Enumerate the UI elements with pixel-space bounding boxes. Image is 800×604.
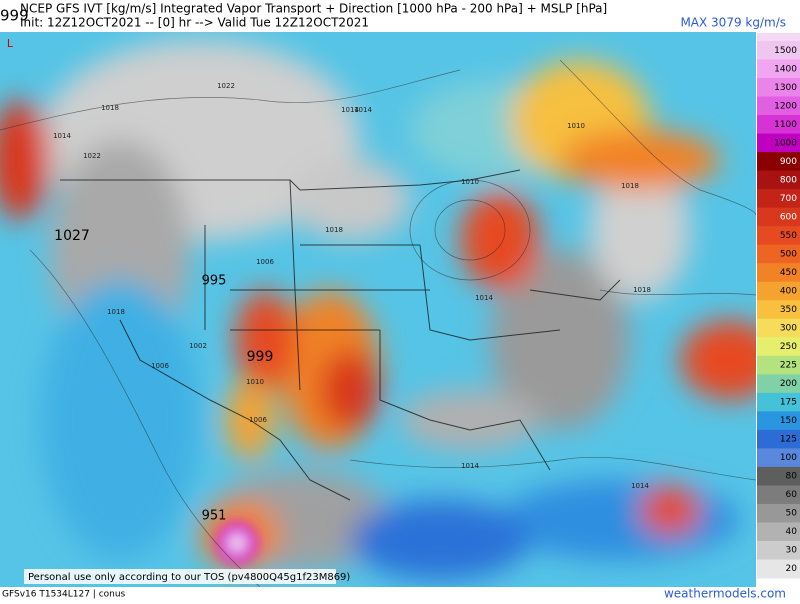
pressure-label: 1014 xyxy=(354,106,372,114)
pressure-label: 1018 xyxy=(101,104,119,112)
header-title: NCEP GFS IVT [kg/m/s] Integrated Vapor T… xyxy=(20,2,607,16)
colorbar-swatch xyxy=(757,466,800,486)
colorbar-label: 450 xyxy=(780,268,797,278)
colorbar-label: 550 xyxy=(780,231,797,241)
pressure-label: 1014 xyxy=(475,294,493,302)
colorbar-swatch xyxy=(757,133,800,153)
colorbar-swatch xyxy=(757,411,800,431)
colorbar-swatch xyxy=(757,152,800,172)
colorbar-swatch xyxy=(757,392,800,412)
colorbar-label: 900 xyxy=(780,157,797,167)
colorbar-swatch xyxy=(757,485,800,505)
colorbar-label: 600 xyxy=(780,212,797,222)
colorbar-label: 60 xyxy=(786,490,798,500)
colorbar-swatch xyxy=(757,374,800,394)
colorbar-label: 200 xyxy=(780,379,797,389)
pressure-label: 1014 xyxy=(341,106,359,114)
colorbar-swatch xyxy=(757,300,800,320)
pressure-label: 951 xyxy=(202,509,227,524)
colorbar-swatch xyxy=(757,281,800,301)
colorbar-label: 225 xyxy=(780,361,797,371)
colorbar-swatch xyxy=(757,244,800,264)
colorbar-label: 300 xyxy=(780,324,797,334)
colorbar-label: 700 xyxy=(780,194,797,204)
colorbar-label: 50 xyxy=(786,509,798,519)
tos-bg xyxy=(24,569,336,584)
pressure-label: 1018 xyxy=(107,308,125,316)
model-info: GFSv16 T1534L127 | conus xyxy=(2,590,126,600)
colorbar-label: 400 xyxy=(780,286,797,296)
map-field xyxy=(0,32,756,587)
colorbar-label: 1300 xyxy=(774,83,797,93)
colorbar-label: 500 xyxy=(780,249,797,259)
colorbar-swatch xyxy=(757,41,800,61)
pressure-label: 1010 xyxy=(246,378,264,386)
colorbar-swatch xyxy=(757,263,800,283)
pressure-label: L xyxy=(7,37,14,50)
colorbar-swatch xyxy=(757,522,800,542)
corner-pressure: 999 xyxy=(0,7,29,25)
colorbar-label: 175 xyxy=(780,398,797,408)
boundaries xyxy=(60,169,621,501)
colorbar-label: 1500 xyxy=(774,46,797,56)
colorbar-label: 20 xyxy=(786,564,798,574)
tos-note: Personal use only according to our TOS (… xyxy=(28,572,350,583)
pressure-label: 1006 xyxy=(249,416,267,424)
max-value: MAX 3079 kg/m/s xyxy=(680,16,786,30)
pressure-label: 1022 xyxy=(83,152,101,160)
pressure-label: 1022 xyxy=(217,82,235,90)
pressure-label: 995 xyxy=(202,274,227,289)
pressure-label: 1006 xyxy=(256,258,274,266)
colorbar-swatch xyxy=(757,337,800,357)
colorbar-swatch xyxy=(757,448,800,468)
colorbar-label: 40 xyxy=(786,527,798,537)
colorbar-swatch xyxy=(757,207,800,227)
colorbar-swatch xyxy=(757,318,800,338)
colorbar-label: 1100 xyxy=(774,120,797,130)
footer-bg xyxy=(0,587,800,600)
colorbar-swatch xyxy=(757,59,800,79)
isobars xyxy=(0,59,756,587)
header-init: Init: 12Z12OCT2021 -- [0] hr --> Valid T… xyxy=(20,16,369,30)
pressure-label: 1027 xyxy=(54,228,90,244)
pressure-label: 1018 xyxy=(633,286,651,294)
pressure-label: 1014 xyxy=(631,482,649,490)
colorbar-label: 350 xyxy=(780,305,797,315)
pressure-label: 1010 xyxy=(567,122,585,130)
colorbar-swatch xyxy=(757,189,800,209)
pressure-label: 1018 xyxy=(621,182,639,190)
pressure-label: 999 xyxy=(247,349,274,365)
colorbar-label: 125 xyxy=(780,435,797,445)
colorbar-cap xyxy=(757,33,800,41)
colorbar-label: 250 xyxy=(780,342,797,352)
colorbar-swatch xyxy=(757,503,800,523)
pressure-label: 1014 xyxy=(461,462,479,470)
colorbar-swatch xyxy=(757,540,800,560)
colorbar-label: 80 xyxy=(786,472,798,482)
colorbar-swatch xyxy=(757,429,800,449)
colorbar-label: 100 xyxy=(780,453,797,463)
colorbar-label: 30 xyxy=(786,546,798,556)
colorbar-label: 150 xyxy=(780,416,797,426)
pressure-label: 1018 xyxy=(325,226,343,234)
colorbar-swatch xyxy=(757,170,800,190)
colorbar-swatch xyxy=(757,355,800,375)
colorbar-swatch xyxy=(757,115,800,135)
colorbar-swatch xyxy=(757,226,800,246)
pressure-label: 1002 xyxy=(189,342,207,350)
colorbar-swatch xyxy=(757,78,800,98)
colorbar-swatch xyxy=(757,96,800,116)
header-bg xyxy=(0,0,800,32)
colorbar-label: 800 xyxy=(780,175,797,185)
pressure-label: 1010 xyxy=(461,178,479,186)
pressure-label: 1006 xyxy=(151,362,169,370)
colorbar-label: 1400 xyxy=(774,64,797,74)
pressure-label: 1014 xyxy=(53,132,71,140)
colorbar-label: 1000 xyxy=(774,138,797,148)
site-link[interactable]: weathermodels.com xyxy=(664,587,786,601)
colorbar-swatch xyxy=(757,559,800,579)
colorbar-label: 1200 xyxy=(774,101,797,111)
